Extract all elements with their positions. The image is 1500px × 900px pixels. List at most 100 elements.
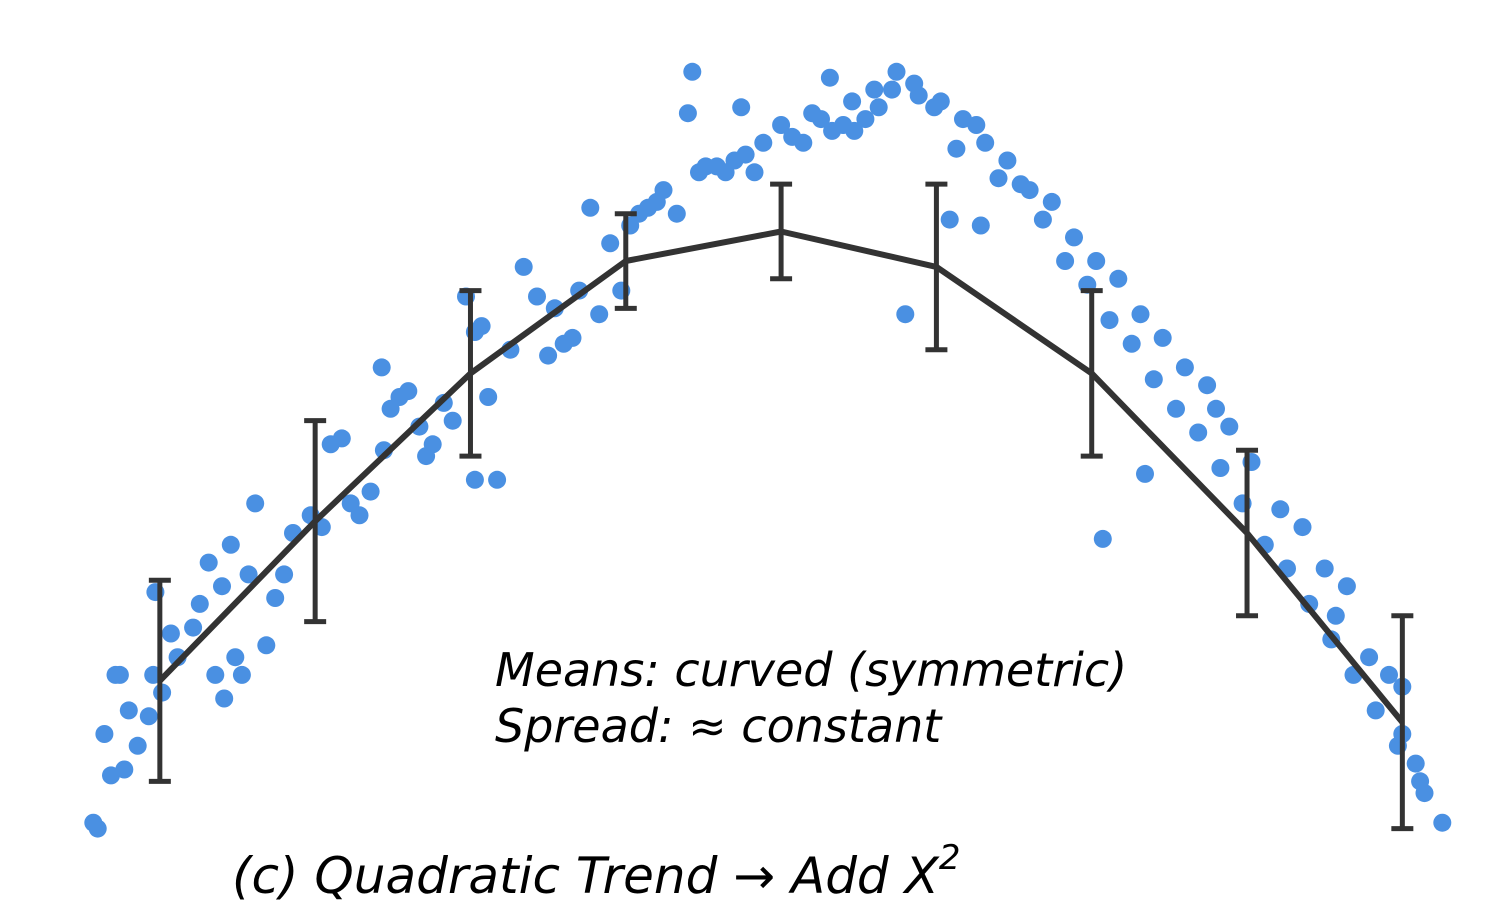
scatter-point <box>1087 252 1106 270</box>
scatter-point <box>678 104 697 123</box>
scatter-point <box>896 305 915 324</box>
scatter-point <box>865 80 884 99</box>
scatter-point <box>257 636 276 655</box>
scatter-point <box>1366 701 1385 720</box>
scatter-point <box>820 68 839 87</box>
scatter-point <box>845 121 864 140</box>
scatter-point <box>869 98 888 117</box>
scatter-point <box>887 62 906 81</box>
scatter-point <box>199 553 218 572</box>
scatter-point <box>1167 399 1185 418</box>
scatter-point <box>1033 210 1052 229</box>
scatter-point <box>601 234 620 253</box>
scatter-point <box>213 577 231 596</box>
scatter-point <box>479 388 498 406</box>
scatter-point <box>539 346 558 365</box>
error-bar <box>1391 613 1414 832</box>
scatter-point <box>1131 305 1150 324</box>
scatter-point <box>88 819 107 838</box>
scatter-point <box>128 736 147 755</box>
scatter-point <box>581 198 600 217</box>
scatter-point <box>998 151 1017 170</box>
scatter-point <box>745 163 764 182</box>
scatter-point <box>410 417 429 436</box>
scatter-point <box>372 358 391 377</box>
scatter-point <box>1293 518 1312 537</box>
scatter-point <box>119 701 138 720</box>
scatter-point <box>754 133 773 152</box>
scatter-point <box>1020 181 1039 200</box>
scatter-point <box>1198 376 1217 395</box>
scatter-point <box>1211 459 1230 477</box>
scatter-point <box>226 648 245 667</box>
scatter-point <box>954 110 972 129</box>
scatter-point <box>1093 529 1112 548</box>
scatter-point <box>161 624 180 643</box>
chart-title-superscript: 2 <box>939 838 961 878</box>
scatter-point <box>465 470 484 489</box>
scatter-point <box>931 92 950 111</box>
scatter-point <box>976 133 995 152</box>
scatter-point <box>115 760 134 779</box>
scatter-point <box>1433 813 1452 832</box>
scatter-point <box>275 565 294 584</box>
scatter-point <box>947 139 966 158</box>
scatter-point <box>654 181 673 200</box>
scatter-point <box>206 665 225 684</box>
scatter-point <box>1153 328 1172 347</box>
scatter-point <box>139 707 158 726</box>
scatter-point <box>266 589 285 607</box>
scatter-point <box>221 535 240 554</box>
mean-line-layer <box>157 228 1405 725</box>
scatter-point <box>856 110 875 129</box>
scatter-point <box>190 594 209 613</box>
scatter-point <box>736 145 755 164</box>
scatter-point <box>1136 464 1154 483</box>
scatter-point <box>350 506 369 525</box>
scatter-point <box>215 689 234 708</box>
scatter-point <box>1207 399 1225 418</box>
scatter-point <box>1056 252 1075 270</box>
scatter-point <box>971 216 990 235</box>
scatter-point <box>1406 754 1425 773</box>
scatter-point <box>1271 500 1290 519</box>
scatter-point <box>563 328 582 347</box>
scatter-point <box>667 204 686 223</box>
scatter-point <box>989 169 1008 188</box>
scatter-point <box>1337 577 1356 596</box>
scatter-point <box>1326 606 1345 625</box>
scatter-point <box>794 133 813 152</box>
scatter-point <box>239 565 258 584</box>
scatter-point <box>1189 423 1208 442</box>
chart-title-main: (c) Quadratic Trend → Add X <box>232 847 941 900</box>
scatter-point <box>472 317 491 336</box>
scatter-point <box>361 482 380 501</box>
mean-line <box>157 228 1405 725</box>
scatter-point <box>883 80 901 99</box>
scatter-point <box>246 494 265 513</box>
scatter-point <box>1415 784 1434 803</box>
scatter-point <box>232 665 251 684</box>
scatter-point <box>488 470 507 489</box>
scatter-point <box>332 429 351 448</box>
scatter-point <box>443 411 462 430</box>
scatter-point <box>590 305 609 324</box>
scatter-point <box>1042 192 1061 211</box>
scatter-point <box>110 665 129 684</box>
scatter-point <box>940 210 959 229</box>
annotation-means: Means: curved (symmetric) <box>495 643 1127 697</box>
scatter-point <box>812 110 830 129</box>
annotation-spread: Spread: ≈ constant <box>495 699 943 753</box>
chart-title: (c) Quadratic Trend → Add X2 <box>232 838 960 900</box>
scatter-point <box>423 435 442 454</box>
scatter-point <box>95 725 114 743</box>
scatter-point <box>1175 358 1194 377</box>
scatter-point <box>843 92 862 111</box>
scatter-point <box>514 257 533 276</box>
scatter-point <box>399 382 418 401</box>
scatter-point <box>772 116 791 134</box>
scatter-point <box>1360 648 1379 667</box>
scatter-point <box>184 618 203 637</box>
scatter-point <box>1122 334 1141 353</box>
